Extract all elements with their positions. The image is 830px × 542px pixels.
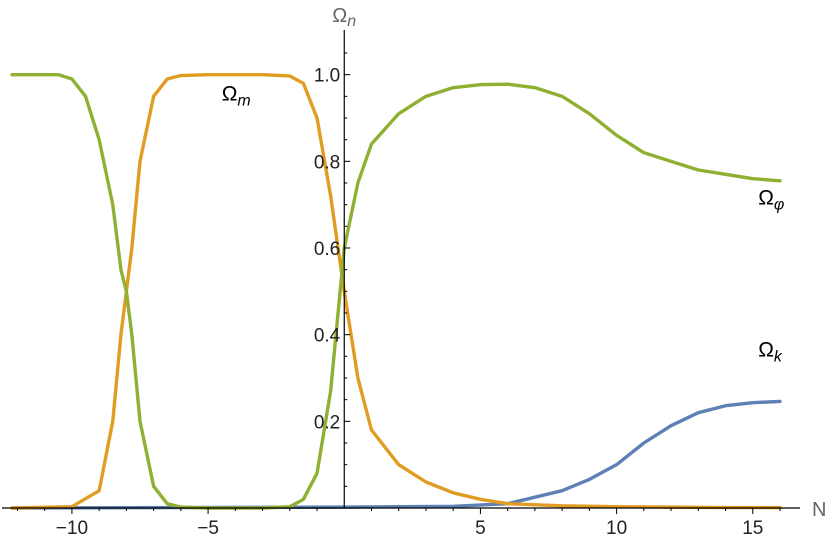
labels-layer: Ωm Ωφ Ωk — [222, 83, 785, 366]
y-tick-label: 0.8 — [314, 152, 340, 173]
series-line-0 — [10, 399, 782, 510]
series-line-2 — [10, 72, 782, 510]
y-axis-title: Ωn — [332, 5, 356, 30]
y-tick-label: 0.6 — [314, 239, 340, 260]
y-tick-label: 1.0 — [314, 66, 340, 87]
x-tick-label: 15 — [742, 518, 763, 539]
x-tick-label: −5 — [197, 518, 219, 539]
x-axis-title: N — [812, 499, 826, 521]
x-tick-label: −10 — [56, 518, 88, 539]
series-layer — [10, 72, 782, 510]
x-tick-label: 10 — [606, 518, 627, 539]
axes-layer: −10 −5 5 10 15 0.2 0.4 0.6 0.8 1.0 N Ωn — [2, 5, 826, 539]
series-label: Ωm — [222, 83, 251, 110]
series-label: Ωφ — [758, 187, 784, 214]
series-label: Ωk — [758, 338, 783, 365]
x-tick-label: 5 — [475, 518, 486, 539]
y-tick-label: 0.4 — [314, 326, 341, 347]
y-tick-label: 0.2 — [314, 412, 340, 433]
